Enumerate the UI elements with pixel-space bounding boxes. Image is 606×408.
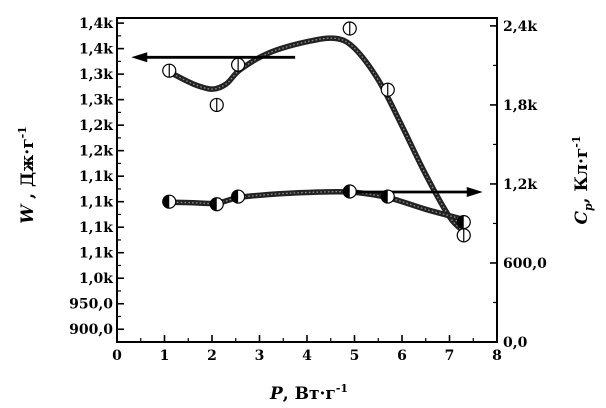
y-left-unit: , Дж·г	[18, 138, 38, 204]
series-layer	[131, 21, 483, 243]
y-left-tick-label: 900,0	[69, 322, 113, 338]
series-1-point	[380, 82, 395, 97]
point-marker-half	[231, 190, 239, 204]
x-tick-label: 2	[207, 348, 217, 364]
y-left-exponent: -1	[16, 126, 29, 138]
series-2-point	[231, 189, 246, 204]
x-tick-label: 3	[255, 348, 265, 364]
svg-text:W , Дж·г-1: W , Дж·г-1	[16, 126, 38, 224]
point-marker-half	[210, 197, 217, 211]
y-right-unit: , Кл·г	[572, 148, 592, 204]
svg-text:Cp, Кл·г-1: Cp, Кл·г-1	[570, 135, 595, 224]
x-tick-label: 7	[445, 348, 455, 364]
y-left-tick-label: 1,2k	[79, 144, 113, 160]
y-right-tick-label: 600,0	[503, 256, 547, 272]
y-left-tick-label: 1,2k	[79, 118, 113, 134]
point-marker-half	[343, 184, 350, 198]
y-left-tick-label: 1,4k	[79, 16, 113, 32]
y-right-tick-label: 0,0	[503, 335, 528, 351]
x-tick-label: 8	[492, 348, 502, 364]
x-tick-label: 0	[112, 348, 122, 364]
point-marker-half	[381, 190, 388, 204]
series-2-point	[209, 197, 224, 212]
series-1-point	[209, 97, 224, 113]
series-2-point	[380, 189, 395, 204]
series-1-point	[162, 63, 177, 78]
y-right-symbol: C	[572, 211, 592, 225]
arrow-head	[131, 52, 148, 63]
arrow-2-right	[349, 186, 483, 197]
y-left-tick-label: 1,1k	[79, 169, 113, 185]
x-axis-title: P, Вт·г-1	[269, 382, 348, 404]
x-unit: , Вт·г	[283, 384, 336, 404]
point-marker-half	[162, 195, 170, 209]
arrow-head	[466, 186, 483, 197]
y-axis-left-title: W , Дж·г-1	[16, 126, 38, 224]
series-2-point	[342, 184, 357, 199]
y-right-tick-label: 2,4k	[503, 19, 537, 35]
x-tick-label: 1	[160, 348, 170, 364]
y-axis-right-title: Cp, Кл·г-1	[570, 135, 595, 224]
series-2-point	[162, 194, 177, 209]
x-exponent: -1	[336, 382, 348, 395]
y-left-tick-label: 1,3k	[79, 67, 113, 83]
x-tick-label: 6	[397, 348, 407, 364]
y-left-tick-label: 950,0	[69, 297, 113, 313]
y-right-tick-label: 1,2k	[503, 177, 537, 193]
series-1-line-texture	[169, 37, 465, 232]
series-1-point	[342, 21, 357, 36]
series-1-point	[231, 57, 246, 72]
y-left-tick-label: 1,3k	[79, 93, 113, 109]
axes-layer: 0 1 2 3 4 5 6 7 8 900,0 950,0 1,0k 1,1k 1,1k 1,1k 1,1k 1…	[69, 16, 547, 364]
x-tick-label: 5	[350, 348, 360, 364]
x-symbol: P	[269, 384, 284, 404]
y-right-exponent: -1	[570, 135, 583, 147]
series-2-line-texture	[169, 190, 464, 221]
x-tick-label: 4	[302, 348, 312, 364]
y-left-tick-label: 1,4k	[79, 42, 113, 58]
y-left-tick-label: 1,1k	[79, 195, 113, 211]
point-marker-half	[457, 215, 464, 229]
series-2-point	[456, 214, 471, 230]
y-left-tick-label: 1,0k	[79, 271, 113, 287]
y-right-tick-label: 1,8k	[503, 98, 537, 114]
series-1-point	[456, 228, 471, 243]
y-left-tick-label: 1,1k	[79, 220, 113, 236]
y-left-tick-label: 1,1k	[79, 246, 113, 262]
y-right-subscript: p	[582, 203, 595, 211]
y-left-symbol: W	[18, 203, 38, 224]
arrow-1-left	[131, 52, 296, 63]
